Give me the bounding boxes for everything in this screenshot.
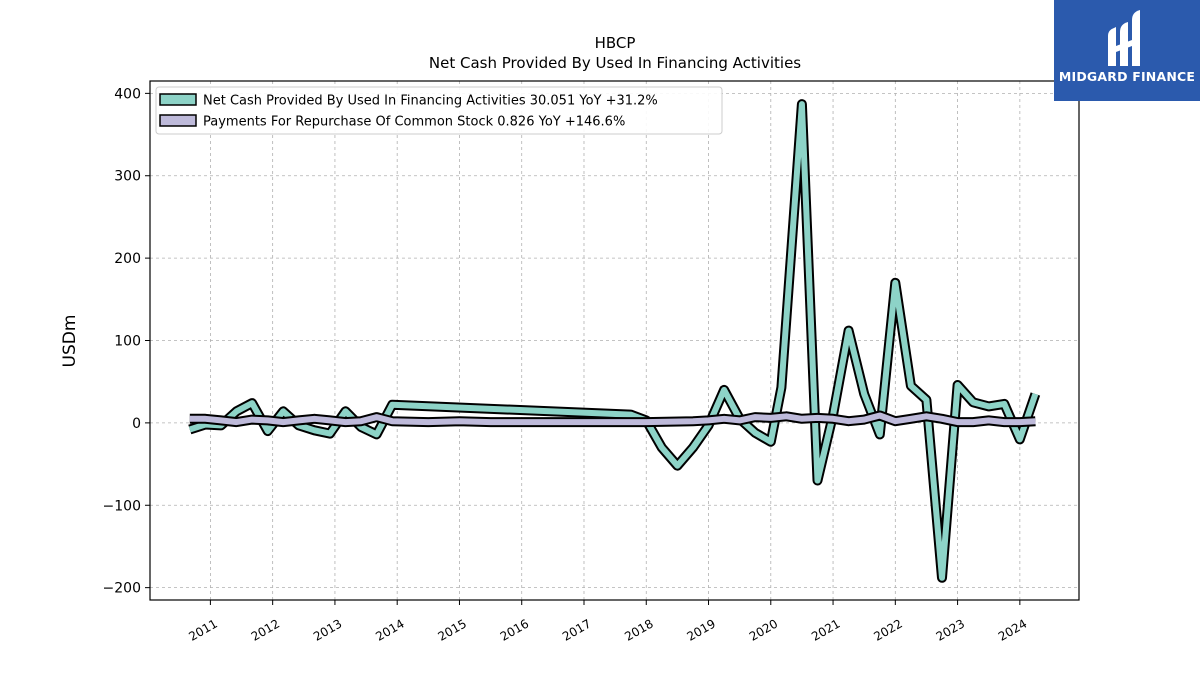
x-tick-label: 2020 [747,616,780,643]
legend-swatch-net-cash [159,93,197,106]
x-tick-label: 2012 [249,616,282,643]
x-tick-label: 2011 [186,616,219,643]
grid [150,81,1079,600]
legend-frame [155,86,723,135]
series-layer [188,99,1041,583]
logo-mark-icon [1108,10,1140,66]
legend-swatch-repurchase [159,114,197,127]
x-tick-label: 2014 [373,616,406,643]
chart-subtitle: Net Cash Provided By Used In Financing A… [429,54,801,72]
legend-label-net-cash: Net Cash Provided By Used In Financing A… [203,94,658,109]
x-tick-label: 2019 [685,616,718,643]
y-tick-label: −200 [103,581,141,597]
x-tick-label: 2023 [934,616,967,643]
y-axis-label: USDm [60,315,80,368]
legend: Net Cash Provided By Used In Financing A… [155,86,723,135]
y-tick-label: 100 [114,334,141,350]
brand-logo: MIDGARD FINANCE [1054,0,1200,101]
x-tick-label: 2015 [436,616,469,643]
y-tick-label: −100 [103,498,141,514]
x-tick-label: 2022 [871,616,904,643]
x-tick-label: 2016 [498,616,531,643]
legend-label-repurchase: Payments For Repurchase Of Common Stock … [203,115,625,130]
y-tick-label: 400 [114,86,141,102]
x-tick-label: 2021 [809,616,842,643]
x-tick-label: 2024 [996,616,1029,643]
x-tick-label: 2017 [560,616,593,643]
series-outline-net-cash [188,99,1041,583]
brand-name: MIDGARD FINANCE [1058,69,1196,84]
y-tick-label: 200 [114,251,141,267]
y-tick-label: 300 [114,169,141,185]
y-tick-label: 0 [132,416,141,432]
x-tick-label: 2013 [311,616,344,643]
x-tick-label: 2018 [622,616,655,643]
series-line-repurchase [189,412,1036,426]
chart-title: HBCP [595,34,636,52]
